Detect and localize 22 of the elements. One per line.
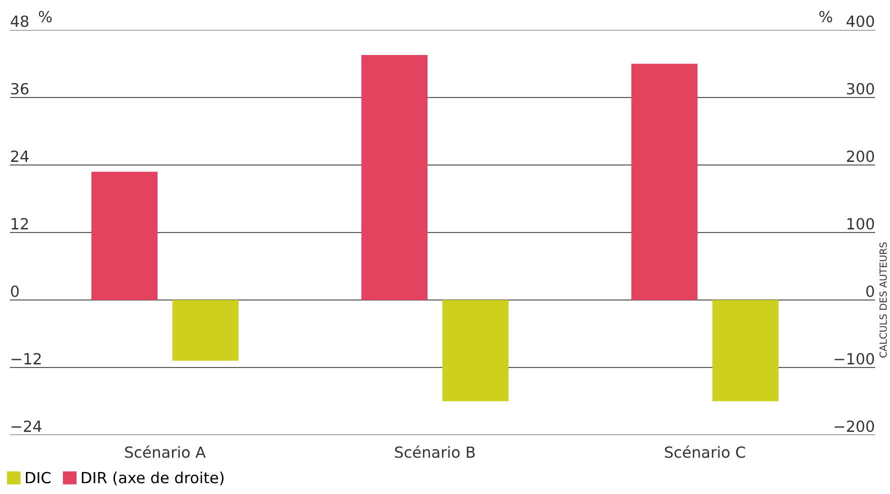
- y-tick-label: 24: [11, 150, 29, 162]
- legend-label: DIC: [26, 472, 51, 484]
- legend-label: DIR (axe de droite): [82, 472, 224, 486]
- text: CALCULS DES AUTEURS: [879, 242, 887, 358]
- y2-tick-label: 200: [846, 150, 874, 162]
- y2-tick-label: 100: [848, 218, 874, 230]
- y2-tick-label: 300: [847, 82, 874, 95]
- y2-tick-label: −100: [834, 352, 874, 365]
- x-tick-label: Scénario C: [664, 446, 746, 458]
- y2-tick-label: −200: [834, 420, 874, 432]
- y-tick-label: 36: [11, 82, 28, 95]
- y2-tick-label: 0: [866, 285, 874, 298]
- y-axis-title: %: [38, 10, 52, 22]
- y-tick-label: 0: [11, 285, 19, 298]
- y2-axis-title: %: [819, 10, 832, 22]
- y-tick-label: −24: [12, 420, 42, 432]
- y-tick-label: 12: [12, 218, 28, 230]
- y-tick-label: 48: [10, 15, 28, 28]
- x-tick-label: Scénario B: [395, 446, 475, 458]
- y-tick-label: −12: [12, 352, 41, 364]
- x-tick-label: Scénario A: [125, 446, 206, 458]
- y2-tick-label: 400: [846, 15, 874, 28]
